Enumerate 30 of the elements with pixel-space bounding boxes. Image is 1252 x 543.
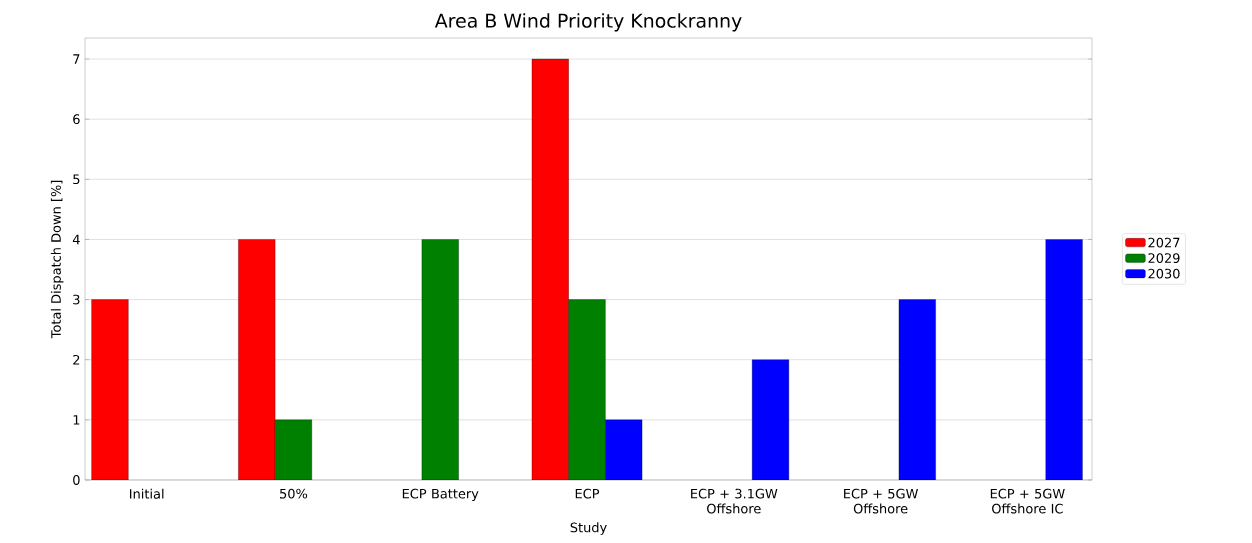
bar [568, 299, 606, 480]
bar [91, 299, 129, 480]
y-axis-title: Total Dispatch Down [%] [50, 180, 64, 339]
bar [1045, 239, 1083, 480]
y-tick-label: 0 [73, 475, 80, 485]
x-tick-label: ECP + 5GW Offshore IC [990, 488, 1065, 514]
y-tick-label: 4 [72, 234, 80, 245]
legend-label: 2030 [1148, 268, 1180, 279]
legend-label: 2029 [1148, 253, 1180, 264]
x-tick-label: Initial [130, 488, 164, 499]
y-tick-label: 6 [73, 114, 80, 125]
bar [274, 419, 312, 480]
x-tick-label: ECP + 3.1GW Offshore [691, 488, 778, 514]
y-tick-label: 3 [73, 294, 80, 305]
x-tick-label: 50% [280, 488, 308, 499]
bar [238, 239, 276, 480]
x-tick-label: ECP [575, 488, 600, 499]
y-tick-label: 2 [73, 354, 80, 365]
bar [898, 299, 936, 480]
chart-title: Area B Wind Priority Knockranny [434, 13, 742, 32]
bar [421, 239, 459, 480]
legend-label: 2027 [1148, 237, 1180, 248]
y-tick-label: 1 [73, 415, 80, 425]
bar [531, 58, 569, 480]
x-axis-title: Study [570, 522, 607, 535]
x-tick-label: ECP + 5GW Offshore [844, 488, 918, 514]
y-tick-label: 5 [73, 174, 80, 185]
y-tick-label: 7 [73, 54, 80, 64]
bar [752, 359, 790, 480]
x-tick-label: ECP Battery [402, 488, 479, 502]
